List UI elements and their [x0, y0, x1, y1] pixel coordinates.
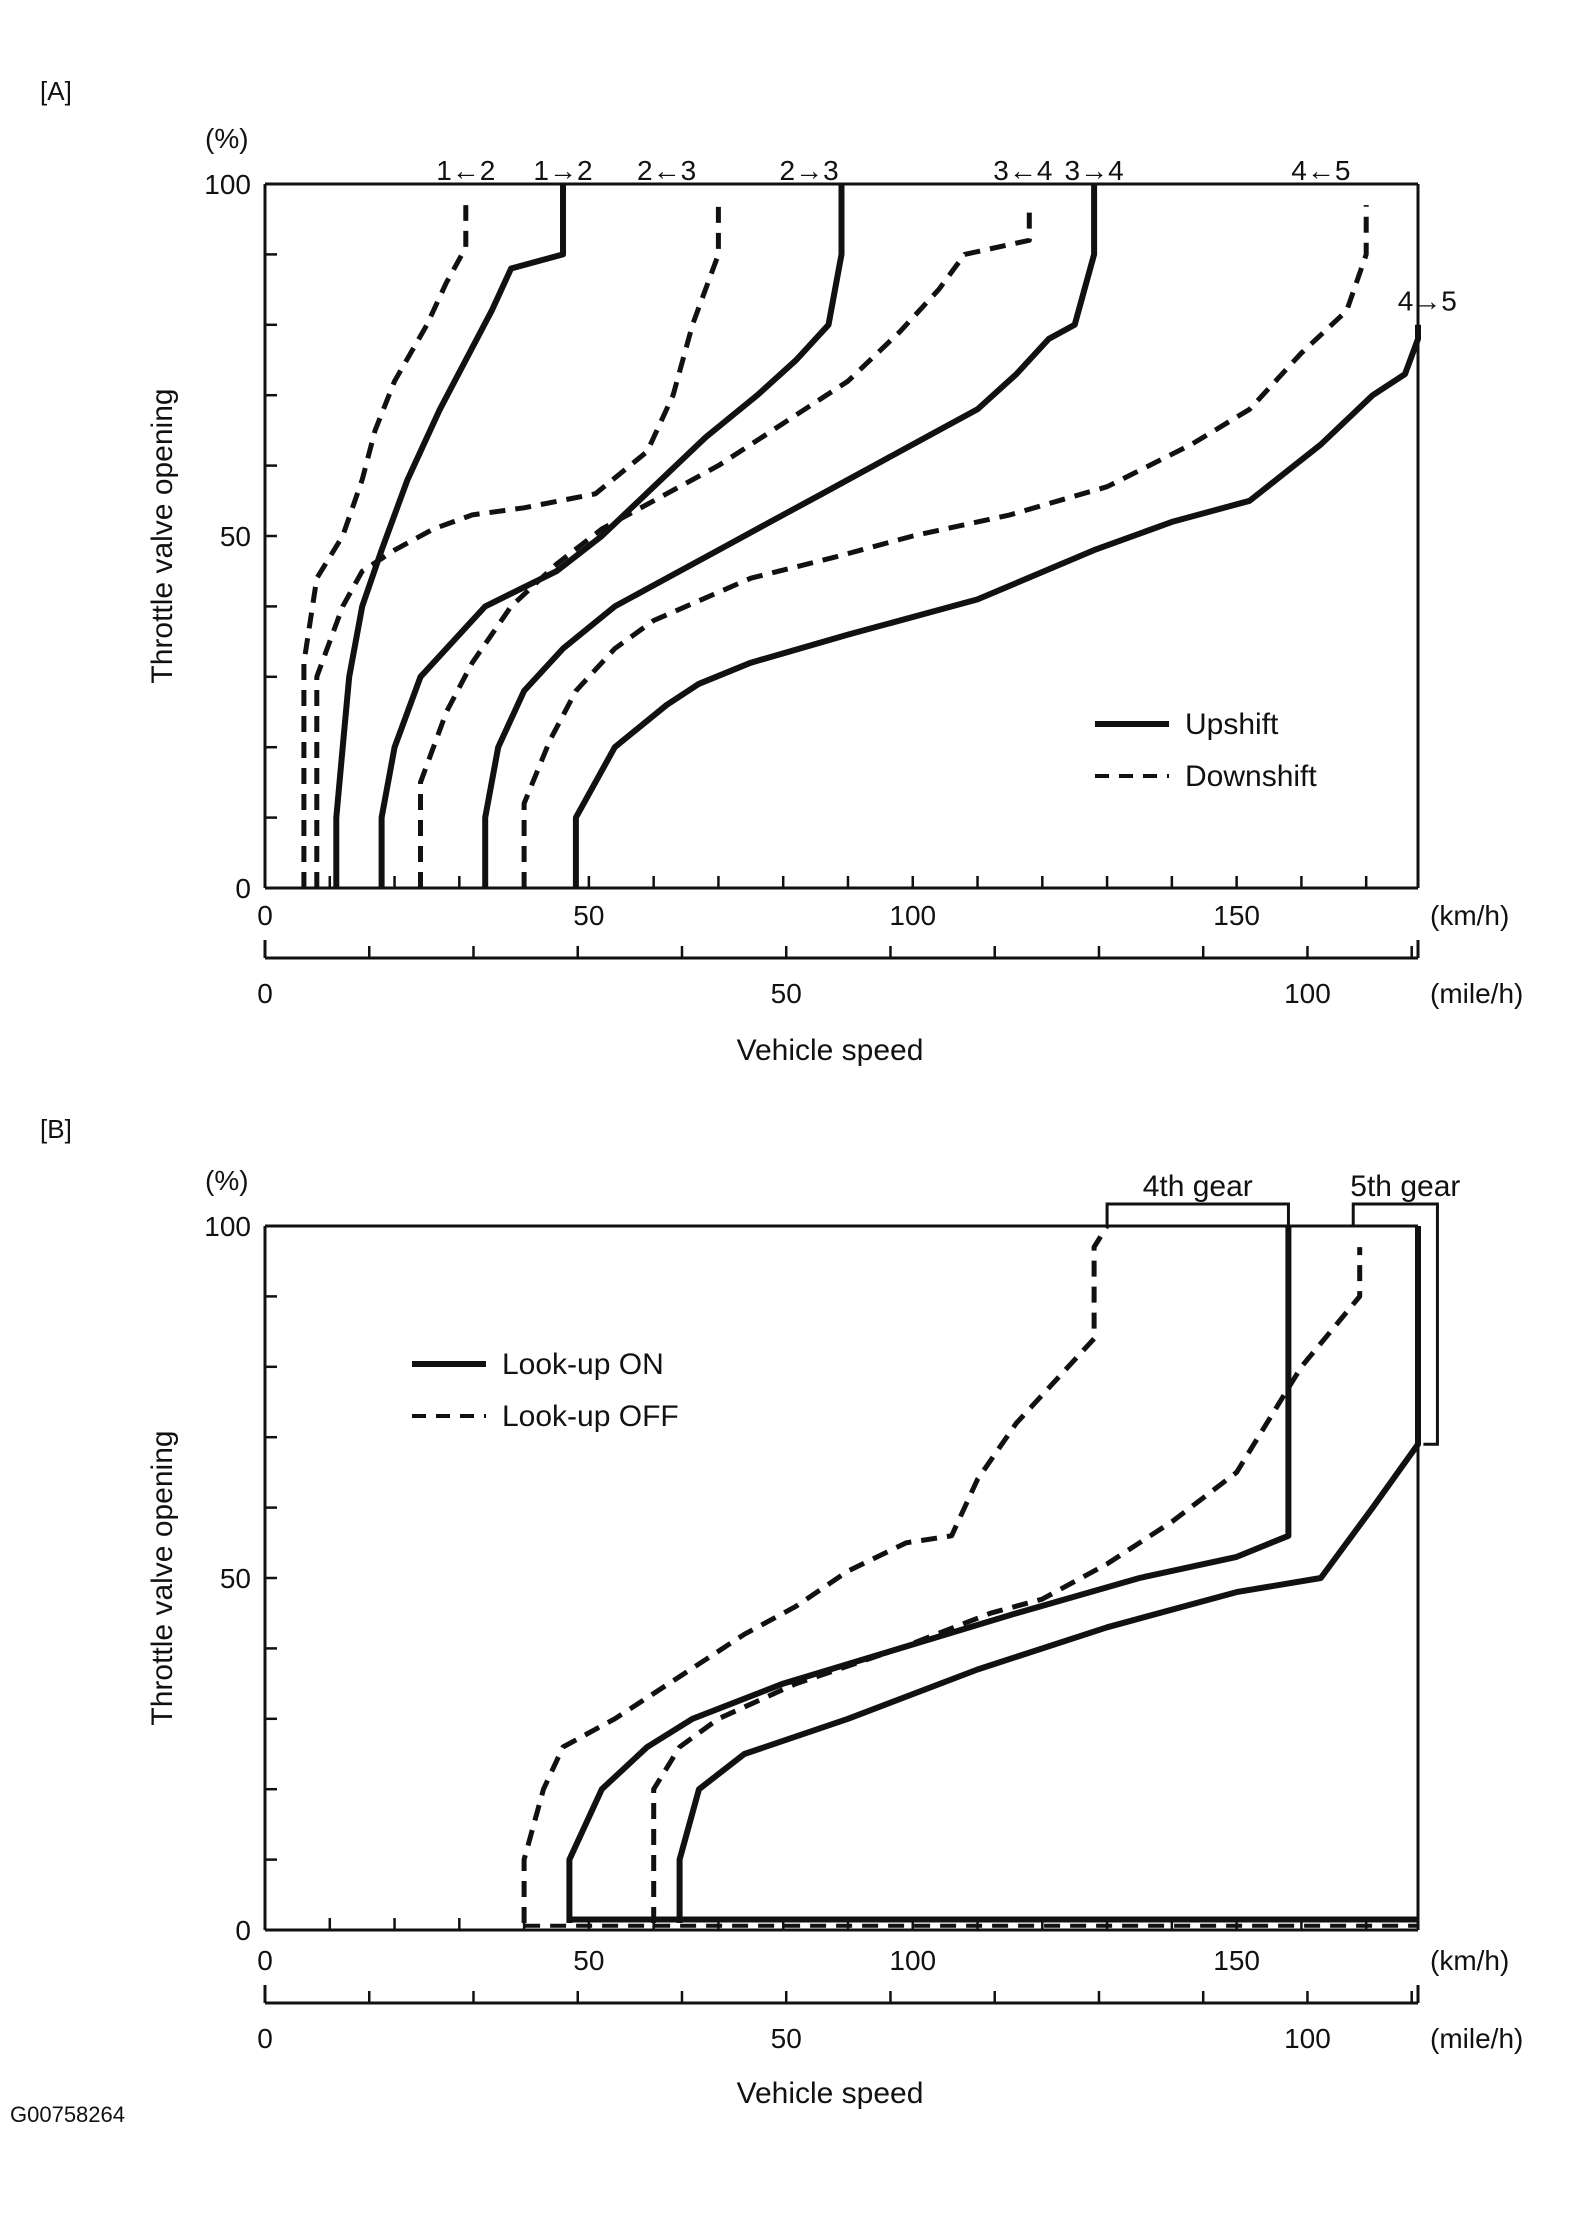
- series-line: [521, 205, 1369, 888]
- gear-bracket: [1351, 1202, 1439, 1446]
- x-axis-title: Vehicle speed: [737, 1034, 924, 1067]
- y-unit-label: (%): [205, 123, 249, 154]
- series-line: [482, 184, 1098, 888]
- x2-tick-label: 0: [257, 2023, 273, 2054]
- shift-label: 1→2: [533, 155, 592, 186]
- y-tick-label: 50: [220, 521, 251, 552]
- x-tick-label: 0: [257, 1945, 273, 1976]
- shift-label: 1←2: [436, 155, 495, 186]
- y-axis-title: Throttle valve opening: [146, 1430, 179, 1725]
- legend-label: Look-up OFF: [502, 1400, 679, 1433]
- x-unit-label: (km/h): [1430, 1945, 1509, 1976]
- legend-label: Look-up ON: [502, 1348, 664, 1381]
- panel-label: [A]: [40, 76, 72, 106]
- series-line: [572, 324, 1421, 888]
- panel-label: [B]: [40, 1114, 72, 1144]
- y-tick-label: 100: [204, 1211, 251, 1242]
- y-tick-label: 50: [220, 1563, 251, 1594]
- x-tick-label: 150: [1213, 1945, 1260, 1976]
- y-unit-label: (%): [205, 1165, 249, 1196]
- x-tick-label: 100: [889, 900, 936, 931]
- series-line: [676, 1226, 1421, 1923]
- x2-tick-label: 0: [257, 978, 273, 1009]
- y-tick-label: 0: [235, 873, 251, 904]
- shift-label: 3→4: [1065, 155, 1124, 186]
- series-line: [418, 205, 1032, 888]
- document-code: G00758264: [10, 2102, 125, 2127]
- x-tick-label: 100: [889, 1945, 936, 1976]
- series-line: [333, 184, 566, 888]
- x2-unit-label: (mile/h): [1430, 978, 1523, 1009]
- gear-label: 5th gear: [1350, 1170, 1460, 1203]
- shift-label: 3←4: [993, 155, 1052, 186]
- x2-tick-label: 50: [771, 978, 802, 1009]
- series-line: [566, 1226, 1292, 1923]
- series-line: [314, 205, 721, 888]
- series-line: [521, 1224, 1110, 1923]
- x-tick-label: 0: [257, 900, 273, 931]
- x-axis-title: Vehicle speed: [737, 2077, 924, 2110]
- x-unit-label: (km/h): [1430, 900, 1509, 931]
- x2-tick-label: 100: [1284, 2023, 1331, 2054]
- chart-panel-a: [A] (%) 0 50 100 0 50 100 150 (km/h) 0 50 100 (mile/h…: [40, 76, 1523, 1067]
- legend-label: Downshift: [1185, 760, 1317, 793]
- x2-unit-label: (mile/h): [1430, 2023, 1523, 2054]
- x2-tick-label: 50: [771, 2023, 802, 2054]
- series-line: [651, 1247, 1363, 1923]
- gear-bracket: [1105, 1202, 1290, 1226]
- shift-label: 2←3: [637, 155, 696, 186]
- y-tick-label: 0: [235, 1915, 251, 1946]
- x-tick-label: 50: [573, 1945, 604, 1976]
- shift-label: 4←5: [1291, 155, 1350, 186]
- shift-label: 2→3: [780, 155, 839, 186]
- series-line: [301, 205, 469, 888]
- y-axis-title: Throttle valve opening: [146, 388, 179, 683]
- series-line: [378, 184, 845, 888]
- x-tick-label: 150: [1213, 900, 1260, 931]
- shift-label: 4→5: [1398, 286, 1457, 317]
- y-tick-label: 100: [204, 169, 251, 200]
- x2-tick-label: 100: [1284, 978, 1331, 1009]
- x-tick-label: 50: [573, 900, 604, 931]
- chart-panel-b: [B] (%) 0 50 100 0 50 100 150 (km/h) 0 50 100 (mile/h…: [40, 1114, 1523, 2110]
- legend-label: Upshift: [1185, 708, 1279, 741]
- gear-label: 4th gear: [1143, 1170, 1253, 1203]
